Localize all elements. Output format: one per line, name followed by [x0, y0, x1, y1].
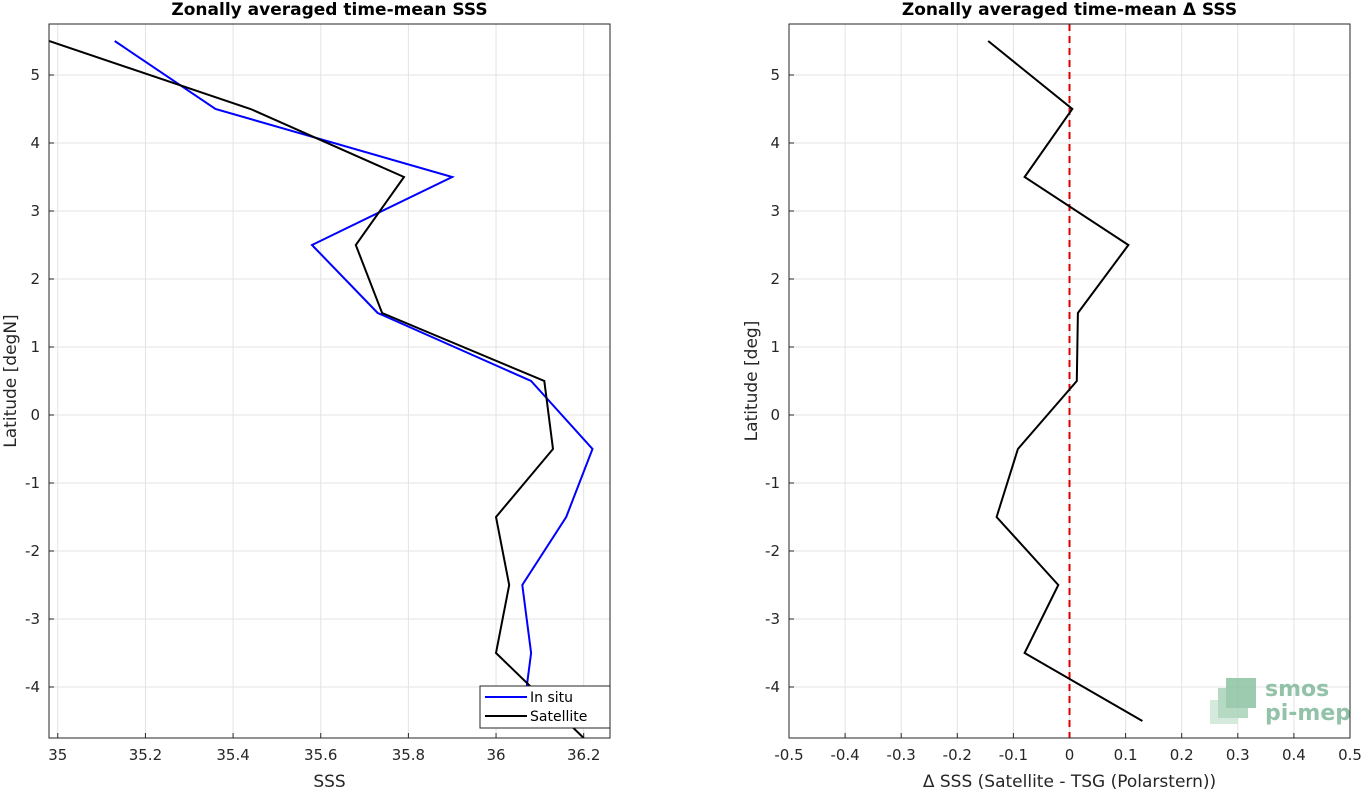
series-line-in-situ	[114, 40, 594, 722]
left-y-tick-label: -3	[25, 610, 40, 628]
left-y-tick-label: -4	[25, 678, 40, 696]
right-x-tick-label: -0.1	[999, 746, 1028, 764]
left-plot-frame	[48, 23, 611, 739]
right-plot: -0.5 -0.4 -0.3 -0.2 -0.1 0 0.1 0.2 0.3 0.4 0.5 5 4 3…	[742, 0, 1362, 791]
right-x-tick-label: -0.3	[887, 746, 916, 764]
left-y-tick-label: 1	[30, 338, 40, 356]
left-x-tick-label: 35.8	[392, 746, 425, 764]
left-y-tick-label: 2	[30, 270, 40, 288]
series-line-delta-sss	[987, 40, 1143, 722]
logo-text-smos: smos	[1265, 677, 1329, 702]
left-grid	[49, 24, 610, 738]
right-x-tick-label: -0.2	[943, 746, 972, 764]
left-y-tick-label: 4	[30, 134, 40, 152]
left-plot: 35 35.2 35.4 35.6 35.8 36 36.2 543210-1-2-3-4 …	[1, 0, 611, 791]
right-chart-title: Zonally averaged time-mean Δ SSS	[902, 0, 1237, 20]
right-y-tick-labels: 5 4 3 2 1 0 -1 -2 -3 -4	[765, 66, 780, 696]
left-x-tick-label: 36	[487, 746, 506, 764]
left-x-tick-label: 35.4	[216, 746, 249, 764]
right-x-tick-label: -0.5	[774, 746, 803, 764]
legend-label-satellite: Satellite	[530, 709, 587, 725]
right-y-tick-label: 4	[770, 134, 780, 152]
right-y-tick-label: -1	[765, 474, 780, 492]
right-y-tick-label: 1	[770, 338, 780, 356]
right-y-tick-label: -2	[765, 542, 780, 560]
right-x-tick-labels: -0.5 -0.4 -0.3 -0.2 -0.1 0 0.1 0.2 0.3 0.4 0.5	[774, 746, 1362, 764]
left-plot-area	[49, 24, 610, 738]
right-x-tick-label: 0	[1065, 746, 1075, 764]
right-y-tick-label: 0	[770, 406, 780, 424]
right-x-tick-label: 0.2	[1170, 746, 1194, 764]
left-x-tick-label: 35	[48, 746, 67, 764]
right-series-group	[987, 40, 1143, 722]
legend-box	[479, 685, 611, 729]
right-x-axis-label: Δ SSS (Satellite - TSG (Polarstern))	[923, 772, 1216, 791]
left-x-axis-label: SSS	[313, 772, 345, 791]
right-y-tick-label: -3	[765, 610, 780, 628]
right-x-tick-label: 0.3	[1226, 746, 1250, 764]
right-x-tick-label: 0.4	[1282, 746, 1306, 764]
right-y-tick-label: -4	[765, 678, 780, 696]
series-line-satellite	[49, 40, 585, 738]
left-y-tick-labels: 5 4 3 2 1 0 -1 -2 -3 -4	[25, 66, 40, 696]
right-y-tick-label: 2	[770, 270, 780, 288]
smos-pi-mep-logo: smos pi-mep	[1210, 677, 1351, 726]
left-series-group	[49, 40, 594, 738]
logo-shape-front	[1226, 678, 1256, 708]
logo-text-pi-mep: pi-mep	[1265, 701, 1351, 726]
right-y-tick-label: 5	[770, 66, 780, 84]
right-plot-frame	[788, 23, 1351, 739]
right-y-tick-label: 3	[770, 202, 780, 220]
left-chart-title: Zonally averaged time-mean SSS	[171, 0, 487, 20]
legend-label-in-situ: In situ	[530, 690, 573, 706]
right-x-tick-label: 0.5	[1338, 746, 1362, 764]
legend: In situ Satellite	[479, 685, 611, 729]
left-y-tick-label: -2	[25, 542, 40, 560]
right-y-axis-label: Latitude [deg]	[742, 321, 762, 442]
left-y-axis-label: Latitude [degN]	[1, 314, 21, 447]
left-x-tick-label: 36.2	[567, 746, 600, 764]
left-y-tick-label: 3	[30, 202, 40, 220]
left-y-tick-label: 5	[30, 66, 40, 84]
left-x-tick-label: 35.2	[129, 746, 162, 764]
left-x-tick-labels: 35 35.2 35.4 35.6 35.8 36 36.2	[48, 746, 600, 764]
right-x-tick-label: -0.4	[830, 746, 859, 764]
left-y-tick-label: 0	[30, 406, 40, 424]
right-x-tick-label: 0.1	[1114, 746, 1138, 764]
left-x-tick-label: 35.6	[304, 746, 337, 764]
left-y-tick-label: -1	[25, 474, 40, 492]
